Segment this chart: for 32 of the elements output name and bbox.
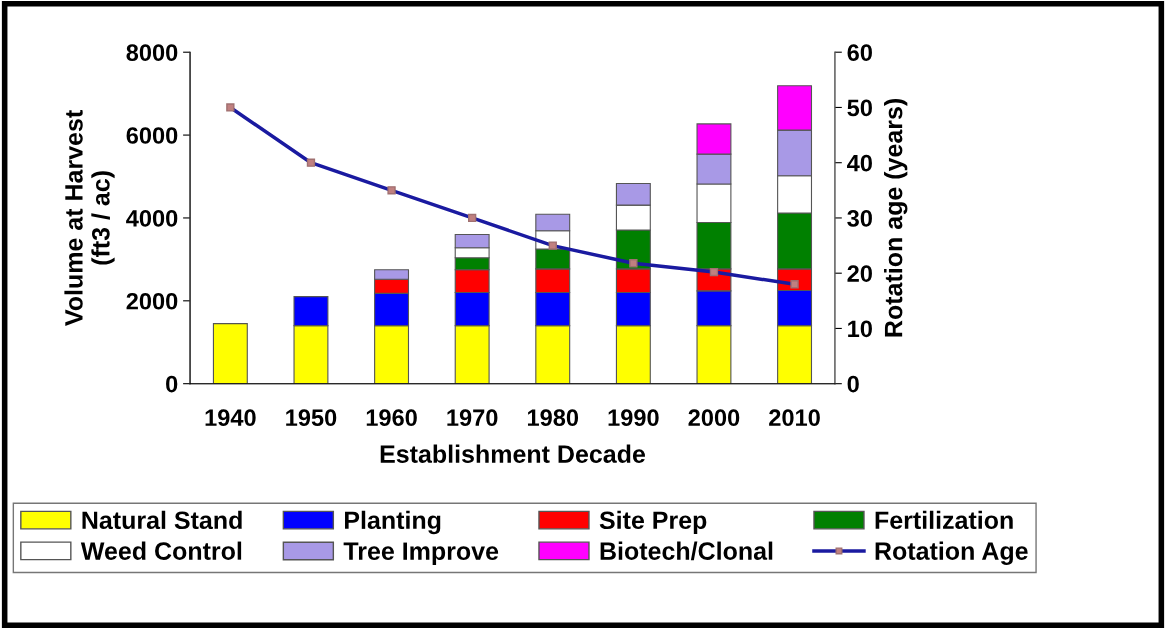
y-tick-label: 6000 bbox=[126, 127, 178, 144]
legend-label: Fertilization bbox=[875, 510, 1013, 530]
legend-label: Biotech/Clonal bbox=[600, 541, 773, 561]
x-tick-label: 1960 bbox=[366, 409, 417, 427]
legend-label: Planting bbox=[345, 510, 441, 535]
y2-tick-label: 50 bbox=[847, 99, 872, 117]
legend-label: Natural Stand bbox=[82, 510, 242, 530]
legend-label: Tree Improve bbox=[343, 542, 499, 565]
y2-axis-title: Rotation age (years) bbox=[884, 99, 908, 337]
bar bbox=[212, 323, 248, 384]
y2-tick-label: 10 bbox=[848, 320, 872, 338]
y-tick-label: 2000 bbox=[126, 292, 178, 310]
x-tick-label: 1970 bbox=[447, 409, 498, 427]
y-axis-title: Volume at Harvest (ft3 / ac) bbox=[64, 110, 115, 326]
x-tick-label: 1980 bbox=[527, 409, 579, 427]
y-tick-label: 0 bbox=[166, 375, 178, 393]
y2-tick-label: 60 bbox=[847, 44, 872, 61]
x-tick-label: 1940 bbox=[205, 409, 256, 427]
x-axis-title: Establishment Decade bbox=[380, 444, 645, 463]
y2-tick-label: 30 bbox=[847, 210, 872, 227]
x-tick-label: 1950 bbox=[286, 409, 337, 427]
legend-label: Rotation Age bbox=[875, 541, 1028, 565]
x-tick-label: 2010 bbox=[769, 409, 820, 427]
y2-tick-label: 40 bbox=[847, 154, 872, 172]
legend-label: Site Prep bbox=[599, 510, 707, 535]
y-tick-label: 8000 bbox=[126, 44, 178, 61]
x-tick-label: 1990 bbox=[608, 409, 659, 427]
y2-tick-label: 20 bbox=[847, 265, 872, 282]
x-tick-label: 2000 bbox=[688, 409, 740, 427]
legend-label: Weed Control bbox=[80, 541, 242, 560]
y-tick-label: 4000 bbox=[126, 210, 178, 227]
y2-tick-label: 0 bbox=[847, 375, 859, 393]
